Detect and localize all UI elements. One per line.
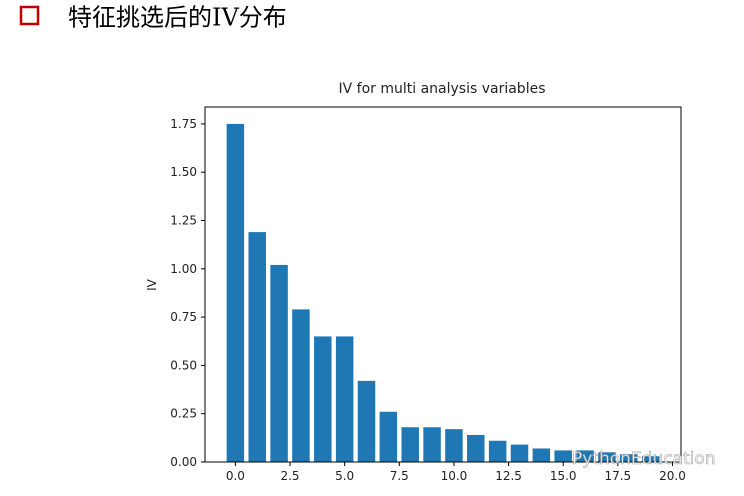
x-tick-label: 2.5 (280, 469, 299, 483)
bar (314, 336, 332, 462)
bar (467, 434, 485, 462)
x-tick-label: 12.5 (495, 469, 522, 483)
bar (445, 429, 463, 462)
bar (357, 380, 376, 462)
x-tick-label: 0.0 (226, 469, 245, 483)
bar (401, 427, 419, 462)
y-tick-label: 0.50 (170, 358, 197, 372)
x-tick-label: 7.5 (390, 469, 409, 483)
y-tick-label: 1.25 (170, 214, 197, 228)
bar (554, 450, 572, 462)
y-tick-label: 1.50 (170, 165, 197, 179)
bar (641, 456, 660, 462)
y-tick-label: 0.25 (170, 407, 197, 421)
bar (226, 123, 245, 463)
bar (598, 452, 616, 462)
bar (620, 454, 638, 462)
bar (270, 264, 288, 462)
x-tick-label: 20.0 (659, 469, 686, 483)
bar (379, 411, 398, 462)
slide-title: 特征挑选后的IV分布 (68, 4, 287, 32)
y-tick-label: 1.75 (170, 117, 197, 131)
watermark: PythonEducation (572, 449, 716, 469)
bar (292, 309, 310, 462)
y-tick-label: 0.00 (170, 455, 197, 469)
bullet-icon (19, 5, 40, 26)
bar (510, 444, 529, 462)
bar (248, 232, 266, 462)
bar (532, 448, 551, 462)
x-tick-label: 15.0 (550, 469, 577, 483)
axes-frame (204, 106, 682, 463)
y-tick-label: 1.00 (170, 262, 197, 276)
bar (576, 450, 594, 462)
x-tick-label: 5.0 (335, 469, 354, 483)
bar (335, 336, 354, 462)
x-tick-label: 10.0 (441, 469, 468, 483)
bar (423, 427, 441, 462)
y-tick-label: 0.75 (170, 310, 197, 324)
chart-title: IV for multi analysis variables (339, 81, 546, 97)
y-axis-label: IV (145, 278, 159, 291)
bar (488, 440, 507, 462)
x-tick-label: 17.5 (604, 469, 631, 483)
